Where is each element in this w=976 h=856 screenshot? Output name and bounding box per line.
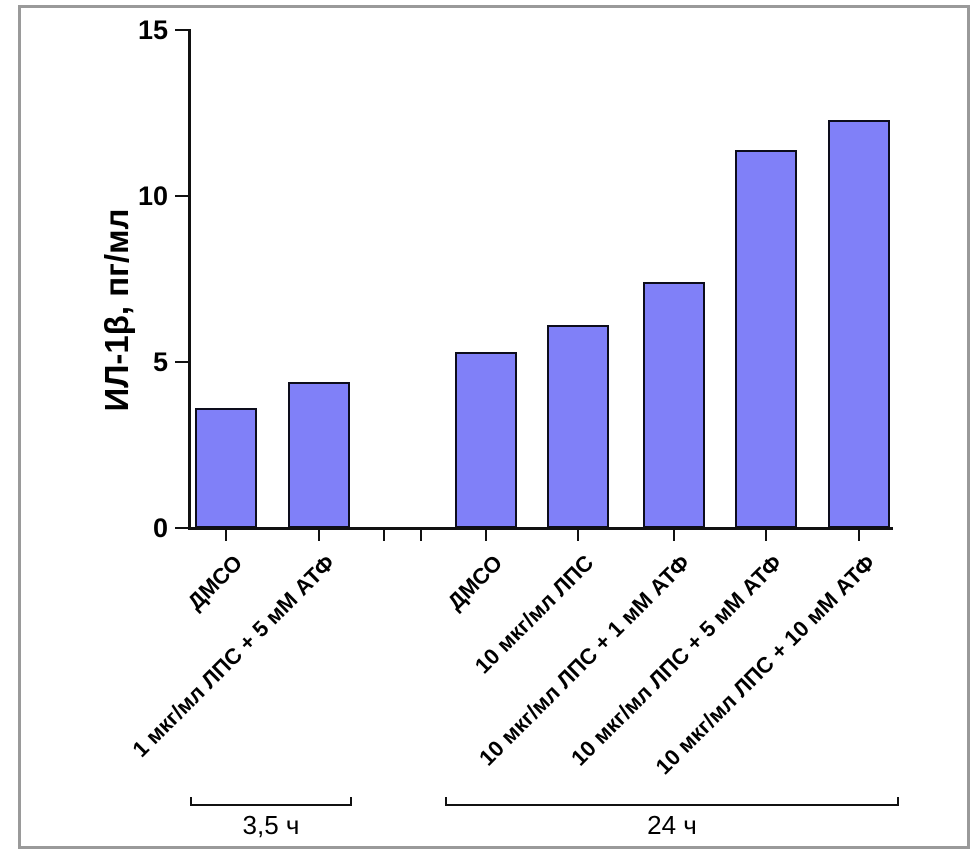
bar-5 <box>735 150 797 528</box>
y-tick-0 <box>175 527 190 529</box>
group-bracket-0-left-end <box>190 797 192 806</box>
group-bracket-0-right-end <box>350 797 352 806</box>
x-gap-tick-1 <box>420 528 422 541</box>
bar-3 <box>547 325 609 528</box>
group-bracket-0 <box>190 804 352 806</box>
bar-0 <box>195 408 257 528</box>
x-tick-4 <box>673 528 675 541</box>
x-axis-line <box>188 527 893 530</box>
group-bracket-1 <box>445 804 899 806</box>
y-tick-label-10: 10 <box>137 181 168 211</box>
y-tick-label-5: 5 <box>152 347 168 377</box>
group-label-1: 24 ч <box>647 810 697 840</box>
y-tick-10 <box>175 195 190 197</box>
x-tick-0 <box>225 528 227 541</box>
bar-2 <box>455 352 517 528</box>
y-tick-5 <box>175 361 190 363</box>
x-tick-2 <box>485 528 487 541</box>
x-tick-5 <box>765 528 767 541</box>
y-axis-line <box>188 29 191 530</box>
y-tick-label-15: 15 <box>137 15 168 45</box>
bar-4 <box>643 282 705 528</box>
bar-1 <box>288 382 350 528</box>
group-bracket-1-right-end <box>897 797 899 806</box>
x-tick-6 <box>858 528 860 541</box>
bar-6 <box>828 120 890 528</box>
x-tick-1 <box>318 528 320 541</box>
y-tick-15 <box>175 29 190 31</box>
x-category-label-2: ДМСО <box>442 550 507 615</box>
x-category-label-0: ДМСО <box>182 550 247 615</box>
y-tick-label-0: 0 <box>152 513 168 543</box>
group-bracket-1-left-end <box>445 797 447 806</box>
x-gap-tick-0 <box>383 528 385 541</box>
x-tick-3 <box>577 528 579 541</box>
group-label-0: 3,5 ч <box>242 810 300 840</box>
